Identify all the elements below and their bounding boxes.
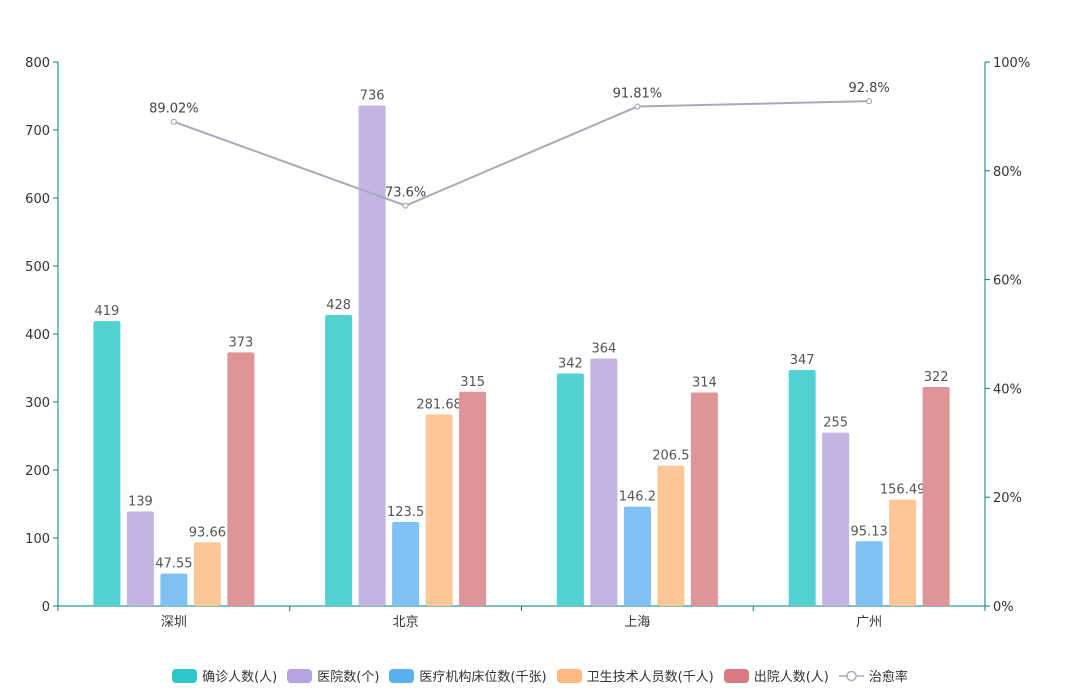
y-left-tick-label: 0 [42, 600, 50, 615]
line-value-label: 73.6% [385, 186, 426, 201]
y-right-tick-label: 20% [993, 491, 1022, 506]
bar-value-label: 95.13 [851, 524, 888, 539]
bar-value-label: 736 [360, 89, 385, 104]
bar-value-label: 146.2 [619, 490, 656, 505]
y-left-tick-label: 600 [25, 192, 50, 207]
y-right-tick-label: 0% [993, 600, 1014, 615]
bar [590, 358, 618, 606]
bar-value-label: 419 [94, 304, 119, 319]
bar [425, 414, 453, 606]
bar [922, 387, 950, 606]
x-tick-label: 上海 [624, 615, 650, 630]
bar [623, 506, 651, 606]
line-value-label: 89.02% [149, 102, 199, 117]
bar-value-label: 93.66 [189, 525, 226, 540]
bar [855, 541, 883, 606]
bar [657, 465, 685, 606]
legend-swatch-icon [287, 668, 313, 683]
legend-item[interactable]: 卫生技术人员数(千人) [556, 666, 714, 685]
y-left-tick-label: 800 [25, 56, 50, 71]
y-left-tick-label: 300 [25, 396, 50, 411]
bar [556, 373, 584, 606]
x-tick-label: 广州 [856, 615, 882, 630]
bar-value-label: 342 [558, 356, 583, 371]
bar [227, 352, 255, 606]
bar [160, 573, 188, 606]
line-value-label: 91.81% [613, 87, 663, 102]
legend-label: 卫生技术人员数(千人) [586, 670, 714, 685]
y-left-tick-label: 200 [25, 464, 50, 479]
line-series [173, 100, 870, 207]
legend-item[interactable]: 医疗机构床位数(千张) [389, 666, 547, 685]
bar-value-label: 281.68 [416, 397, 462, 412]
bar [93, 321, 121, 606]
bar-value-label: 373 [228, 335, 253, 350]
legend-swatch-icon [723, 668, 749, 683]
legend-item[interactable]: 出院人数(人) [723, 666, 829, 685]
bar-value-label: 315 [460, 375, 485, 390]
bar-value-label: 314 [692, 375, 717, 390]
chart: 0 100 200 300 400 500 600 700 800 0% 20% 40% 60% 80% 1… [25, 56, 1030, 630]
bar [325, 314, 353, 606]
bar-value-label: 322 [924, 370, 949, 385]
x-tick-label: 深圳 [161, 615, 187, 630]
y-left-tick-label: 700 [25, 124, 50, 139]
legend-swatch-icon [556, 668, 582, 683]
bar [392, 522, 420, 606]
bar-value-label: 255 [823, 416, 848, 431]
y-right-tick-label: 40% [993, 382, 1022, 397]
legend-item[interactable]: 医院数(个) [287, 666, 379, 685]
line-point [634, 103, 641, 110]
legend-item[interactable]: 确诊人数(人) [172, 666, 277, 685]
bar [822, 432, 850, 606]
bar [193, 542, 221, 606]
bar-value-label: 139 [128, 494, 153, 509]
y-right-tick-label: 80% [993, 165, 1022, 180]
y-left-tick-label: 500 [25, 260, 50, 275]
bar [690, 392, 718, 606]
legend-label: 确诊人数(人) [202, 670, 278, 685]
bar [788, 370, 816, 606]
legend-item[interactable]: 治愈率 [838, 666, 908, 685]
legend-swatch-icon [172, 668, 198, 683]
y-right-tick-label: 100% [993, 56, 1030, 71]
y-right-tick-label: 60% [993, 274, 1022, 289]
bar-value-label: 428 [326, 298, 351, 313]
line-point [170, 118, 177, 125]
bar-value-label: 347 [790, 353, 815, 368]
x-tick-label: 北京 [393, 615, 419, 630]
bar [358, 105, 386, 607]
legend-label: 医疗机构床位数(千张) [419, 670, 547, 685]
bar-value-label: 206.5 [652, 449, 689, 464]
bar-value-label: 123.5 [387, 505, 424, 520]
line-point [402, 202, 409, 209]
legend-label: 治愈率 [868, 670, 908, 685]
legend-label: 医院数(个) [317, 670, 380, 685]
y-left-tick-label: 100 [25, 532, 50, 547]
bar-value-label: 47.55 [155, 557, 192, 572]
bar [459, 391, 487, 606]
bar-value-label: 364 [591, 341, 616, 356]
line-value-label: 92.8% [848, 81, 889, 96]
line-point [866, 98, 873, 105]
legend-label: 出院人数(人) [753, 670, 829, 685]
bar-value-label: 156.49 [880, 483, 926, 498]
legend-swatch-icon [389, 668, 415, 683]
legend: 确诊人数(人) 医院数(个) 医疗机构床位数(千张) 卫生技术人员数(千人) 出院人数(… [0, 666, 1080, 685]
legend-line-icon [838, 670, 864, 681]
bar [126, 511, 154, 606]
bar [889, 499, 917, 606]
y-left-tick-label: 400 [25, 328, 50, 343]
